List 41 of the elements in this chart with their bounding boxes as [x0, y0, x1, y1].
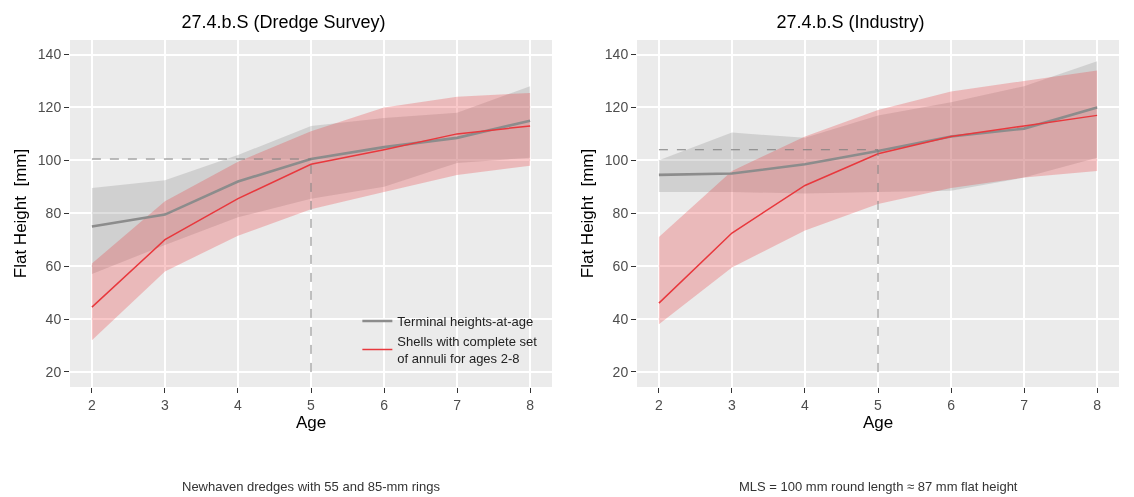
x-tick-label: 4 [801, 396, 810, 413]
x-tick-label: 2 [88, 396, 97, 413]
y-axis-title: Flat Height [mm] [578, 148, 597, 279]
y-tick-label: 140 [604, 46, 629, 63]
text: Newhaven dredges with 55 and 85-mm rings [182, 479, 441, 494]
x-tick-label: 7 [1020, 396, 1029, 413]
line-series [91, 125, 531, 308]
x-tick-label: 2 [655, 396, 664, 413]
y-tick-label: 80 [45, 205, 62, 222]
y-tick-label: 60 [45, 258, 62, 275]
y-tick-label: 100 [604, 152, 629, 169]
x-axis-title: Age [295, 413, 327, 433]
y-tick-label: 80 [612, 205, 629, 222]
x-tick-label: 4 [234, 396, 243, 413]
y-tick-label: 120 [37, 99, 62, 116]
x-tick-label: 5 [307, 396, 316, 413]
x-tick-label: 6 [947, 396, 956, 413]
y-tick-label: 20 [612, 363, 629, 380]
y-tick-label: 40 [612, 310, 629, 327]
legend-label: Shells with complete set of annuli for ages 2-8 [397, 334, 538, 366]
text: MLS = 100 mm round length ≈ 87 mm flat height [739, 479, 1018, 494]
x-tick-label: 6 [380, 396, 389, 413]
line-series [658, 114, 1098, 304]
y-tick-label: 40 [45, 310, 62, 327]
y-tick-label: 100 [37, 152, 62, 169]
x-tick-label: 8 [1093, 396, 1102, 413]
chart-title: 27.4.b.S (Industry) [776, 11, 925, 32]
x-tick-label: 8 [526, 396, 535, 413]
x-tick-label: 3 [728, 396, 737, 413]
y-tick-label: 120 [604, 99, 629, 116]
x-tick-label: 7 [453, 396, 462, 413]
x-axis-title: Age [862, 413, 894, 433]
x-tick-label: 5 [874, 396, 883, 413]
chart-title: 27.4.b.S (Dredge Survey) [181, 11, 386, 32]
y-tick-label: 140 [37, 46, 62, 63]
y-axis-title: Flat Height [mm] [11, 148, 30, 279]
line-series [90, 119, 532, 228]
legend-label: Terminal heights-at-age [397, 314, 534, 330]
x-tick-label: 3 [161, 396, 170, 413]
y-tick-label: 60 [612, 258, 629, 275]
y-tick-label: 20 [45, 363, 62, 380]
